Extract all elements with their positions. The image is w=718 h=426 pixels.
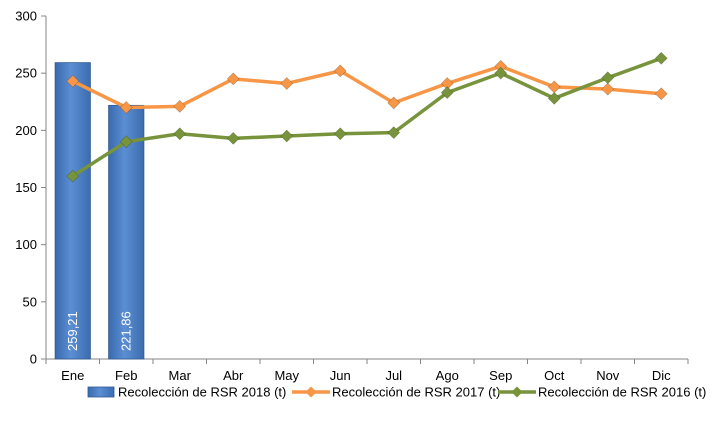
series-line	[71, 56, 663, 178]
data-point-marker	[494, 66, 508, 80]
data-point-marker	[226, 72, 240, 86]
legend-swatch-bar	[87, 386, 115, 398]
data-point-marker	[547, 80, 561, 94]
x-tick-label: Sep	[489, 368, 512, 383]
x-tick-label: Jun	[330, 368, 351, 383]
data-point-marker	[173, 99, 187, 113]
x-tick-label: Abr	[223, 368, 244, 383]
x-tick-label: Ago	[436, 368, 459, 383]
series-line	[71, 64, 663, 110]
x-tick-label: May	[274, 368, 299, 383]
y-tick-label: 100	[15, 237, 37, 252]
data-point-marker	[173, 127, 187, 141]
data-point-marker	[333, 64, 347, 78]
legend-label: Recolección de RSR 2017 (t)	[332, 385, 500, 400]
data-point-marker	[66, 169, 80, 183]
x-axis: Ene Feb Mar Abr May Jun Jul Ago Sep Oct Nov Dic	[45, 358, 689, 383]
y-tick-label: 200	[15, 123, 37, 138]
data-point-marker	[654, 51, 668, 65]
data-point-marker	[654, 87, 668, 101]
y-tick-label: 250	[15, 66, 37, 81]
bar-data-label: 259,21	[65, 311, 80, 351]
data-point-marker	[280, 77, 294, 90]
data-point-marker	[547, 91, 561, 105]
x-tick-label: Mar	[169, 368, 192, 383]
y-axis: 0 50 100 150 200 250 300	[15, 9, 47, 367]
legend-swatch-marker	[305, 386, 317, 398]
legend-label: Recolección de RSR 2016 (t)	[538, 385, 706, 400]
data-point-marker	[226, 131, 240, 145]
x-tick-label: Nov	[596, 368, 620, 383]
y-tick-label: 300	[15, 9, 37, 24]
x-tick-label: Oct	[544, 368, 565, 383]
bar	[54, 62, 91, 360]
data-point-marker	[601, 82, 615, 96]
x-tick-label: Jul	[385, 368, 402, 383]
legend-label: Recolección de RSR 2018 (t)	[118, 385, 286, 400]
y-tick-label: 150	[15, 180, 37, 195]
data-point-marker	[387, 126, 401, 140]
y-tick-label: 50	[23, 294, 37, 309]
data-point-marker	[440, 86, 454, 100]
bar-series: 259,21 221,86	[54, 62, 145, 360]
data-point-marker	[387, 96, 401, 110]
y-tick-label: 0	[30, 352, 37, 367]
legend-swatch-marker	[511, 386, 523, 398]
data-point-marker	[119, 135, 133, 149]
legend: Recolección de RSR 2018 (t) Recolección d…	[87, 385, 706, 400]
data-point-marker	[601, 71, 615, 85]
data-point-marker	[280, 129, 294, 143]
data-point-marker	[333, 127, 347, 141]
data-point-marker	[66, 74, 80, 88]
x-tick-label: Dic	[652, 368, 671, 383]
x-tick-label: Feb	[115, 368, 137, 383]
bar-data-label: 221,86	[118, 311, 133, 351]
x-tick-label: Ene	[61, 368, 84, 383]
data-point-marker	[119, 101, 133, 114]
line-series	[66, 51, 668, 183]
